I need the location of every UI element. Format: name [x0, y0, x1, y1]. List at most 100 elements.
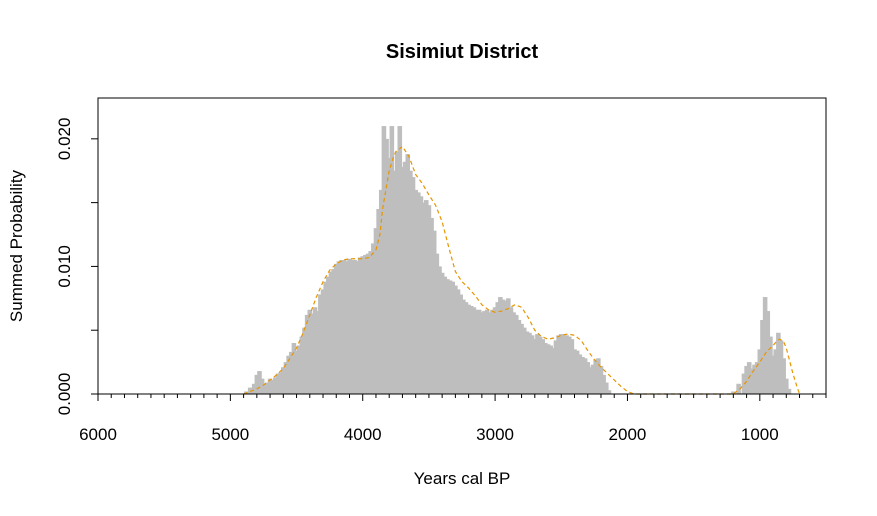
spd-bar — [479, 312, 485, 394]
spd-bar — [288, 351, 294, 394]
plot-area — [243, 126, 801, 395]
spd-bar — [416, 192, 421, 394]
spd-bar — [603, 382, 609, 394]
spd-bar — [275, 373, 281, 394]
x-axis-label: Years cal BP — [414, 469, 511, 488]
spd-bar — [498, 297, 503, 394]
spd-bar — [773, 349, 778, 394]
spd-bar — [373, 228, 379, 394]
spd-bar — [302, 327, 307, 394]
spd-bar — [431, 230, 437, 394]
spd-bar — [283, 362, 289, 394]
spd-bar — [378, 189, 384, 394]
spd-bar — [270, 379, 275, 394]
spd-bar — [535, 334, 540, 394]
spd-bar — [434, 253, 440, 394]
spd-bar — [333, 263, 339, 394]
spd-bar — [495, 302, 501, 394]
spd-bar — [461, 299, 466, 394]
spd-bar — [347, 258, 352, 394]
spd-bar — [561, 335, 567, 394]
spd-bar — [784, 378, 789, 394]
spd-bar — [553, 340, 559, 394]
spd-bar — [778, 340, 784, 394]
spd-bar — [413, 189, 418, 394]
spd-bar — [744, 365, 749, 394]
spd-bar — [760, 320, 765, 394]
spd-bar — [564, 335, 569, 394]
spd-bar — [588, 367, 593, 394]
smoothed-line — [243, 145, 801, 395]
spd-bar — [251, 383, 257, 394]
x-tick-label: 3000 — [476, 425, 514, 444]
x-tick-label: 2000 — [609, 425, 647, 444]
spd-bar — [519, 323, 524, 394]
spd-bar — [304, 314, 310, 394]
spd-bar — [606, 390, 612, 394]
y-axis-label: Summed Probability — [7, 169, 26, 322]
spd-bar — [765, 311, 771, 394]
spd-bar — [580, 357, 585, 394]
spd-bar — [569, 339, 575, 394]
spd-bar — [291, 342, 297, 394]
spd-bar — [598, 365, 604, 394]
spd-bar — [601, 374, 606, 394]
spd-bar — [421, 202, 426, 394]
spd-bar — [582, 358, 588, 394]
spd-bar — [318, 294, 323, 394]
spd-bar — [590, 364, 596, 394]
spd-bar — [320, 289, 326, 394]
spd-bar — [400, 166, 405, 394]
spd-bar — [516, 320, 522, 394]
spd-bar — [572, 349, 577, 394]
spd-bar — [757, 349, 763, 394]
spd-bar — [336, 261, 342, 394]
spd-bar — [307, 309, 313, 394]
y-tick-label: 0.010 — [55, 245, 74, 288]
spd-bar — [389, 126, 395, 394]
spd-bar — [281, 367, 286, 394]
spd-bar — [506, 298, 511, 394]
spd-bar — [426, 205, 432, 394]
spd-bar — [445, 279, 450, 394]
spd-bar — [468, 305, 474, 394]
spd-bar — [437, 266, 442, 394]
spd-bar — [328, 271, 334, 394]
spd-bar — [490, 309, 495, 394]
spd-bar — [278, 372, 283, 394]
spd-bar — [254, 374, 260, 394]
spd-bar — [537, 336, 543, 394]
spd-bar — [500, 299, 506, 394]
spd-bar — [265, 382, 270, 394]
spd-bar — [463, 302, 469, 394]
spd-bar — [339, 260, 344, 394]
spd-bar — [458, 294, 463, 394]
spd-bar — [357, 257, 363, 394]
spd-bar — [566, 336, 572, 394]
spd-bar — [450, 281, 456, 394]
spd-bar — [394, 151, 400, 394]
spd-bar — [418, 196, 424, 394]
spd-bar — [585, 362, 591, 394]
x-tick-label: 6000 — [79, 425, 117, 444]
spd-bar — [574, 350, 580, 394]
spd-bar — [355, 261, 360, 394]
spd-bar — [482, 311, 487, 394]
spd-bar — [360, 256, 366, 394]
spd-bar — [752, 364, 757, 394]
spd-bar — [442, 276, 448, 394]
spd-bar — [511, 312, 516, 394]
x-tick-label: 4000 — [344, 425, 382, 444]
spd-bar — [381, 126, 387, 394]
spd-bar — [368, 251, 373, 394]
spd-bar — [551, 348, 556, 394]
spd-bar — [352, 260, 358, 394]
spd-bar — [386, 157, 392, 394]
spd-bar — [423, 200, 429, 394]
spd-bar — [540, 339, 546, 394]
spd-bar — [548, 345, 553, 394]
spd-bar — [296, 345, 302, 394]
spd-bar — [315, 311, 321, 394]
spd-bar — [310, 313, 315, 394]
